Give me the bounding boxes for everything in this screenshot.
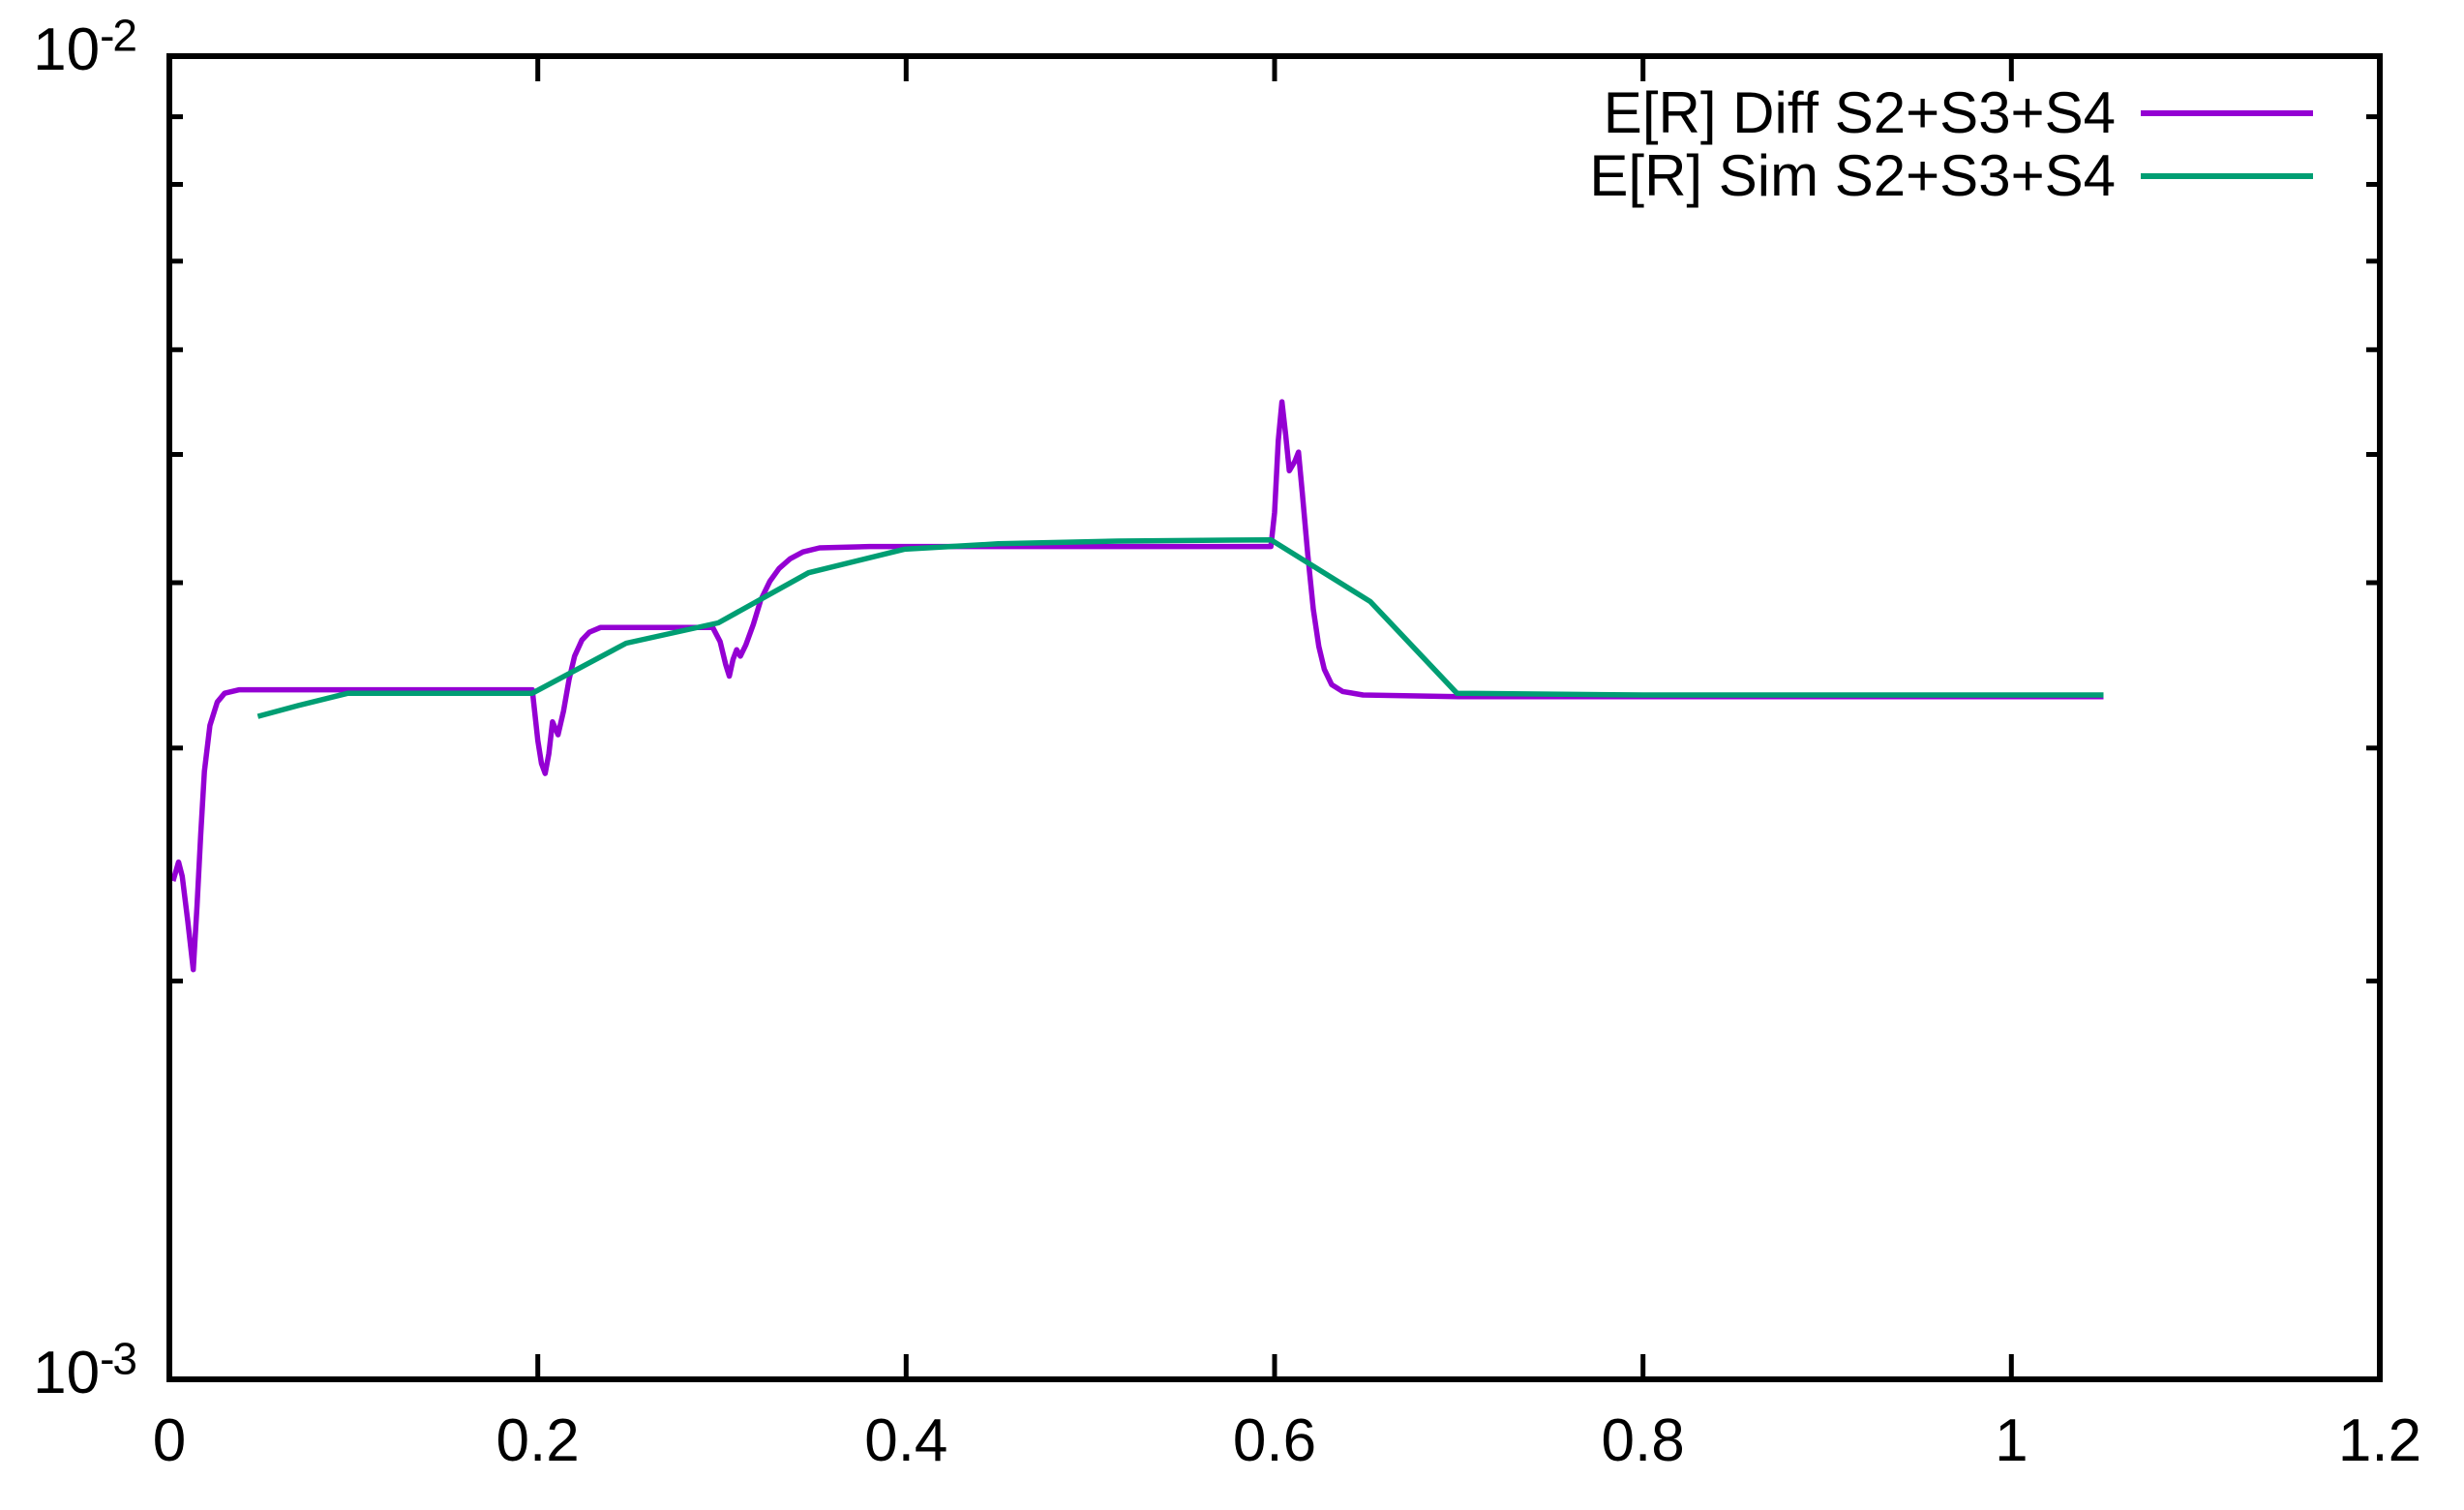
y-label-exponent: -3 <box>100 1333 137 1384</box>
x-tick-label-0.2: 0.2 <box>496 1407 580 1474</box>
series-line-1 <box>256 536 2104 719</box>
x-tick-label-0.6: 0.6 <box>1232 1407 1317 1474</box>
series-line-0 <box>170 399 2104 973</box>
legend-label-sim: E[R] Sim S2+S3+S4 <box>1589 143 2116 208</box>
y-label-exponent: -2 <box>100 10 137 61</box>
y-tick-label-1e-3: 10-3 <box>0 1337 137 1404</box>
y-label-base: 10 <box>33 16 101 83</box>
legend-label-diff: E[R] Diff S2+S3+S4 <box>1603 80 2116 145</box>
legend-item-diff: E[R] Diff S2+S3+S4 <box>1604 81 2313 144</box>
x-tick-label-0.4: 0.4 <box>864 1407 948 1474</box>
legend-item-sim: E[R] Sim S2+S3+S4 <box>1589 144 2313 207</box>
x-tick-label-1: 1 <box>1995 1407 2028 1474</box>
x-tick-label-1.2: 1.2 <box>2337 1407 2422 1474</box>
y-label-base: 10 <box>33 1340 101 1406</box>
x-tick-label-0: 0 <box>152 1407 187 1474</box>
x-tick-label-0.8: 0.8 <box>1601 1407 1685 1474</box>
legend-line-sample-diff <box>2141 109 2313 116</box>
y-tick-label-1e-2: 10-2 <box>0 14 137 80</box>
plot-frame <box>166 53 2383 1382</box>
legend: E[R] Diff S2+S3+S4 E[R] Sim S2+S3+S4 <box>1589 81 2313 207</box>
legend-line-sample-sim <box>2141 172 2313 179</box>
